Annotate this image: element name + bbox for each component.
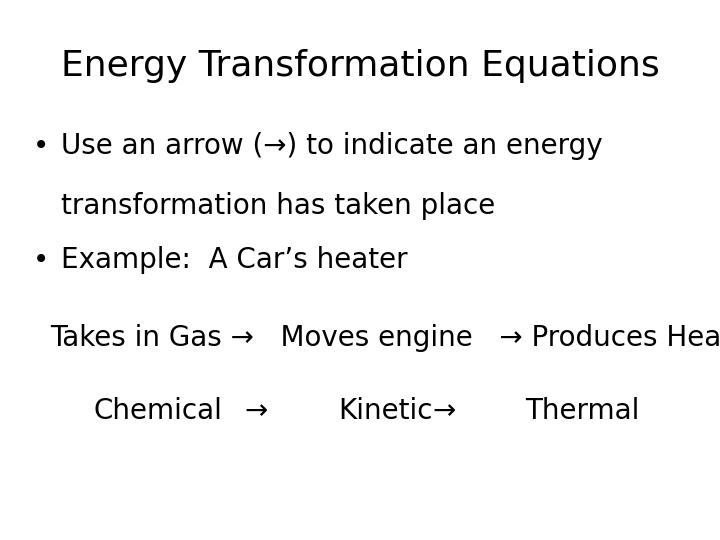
Text: Example:  A Car’s heater: Example: A Car’s heater bbox=[61, 246, 408, 274]
Text: Energy Transformation Equations: Energy Transformation Equations bbox=[60, 49, 660, 83]
Text: transformation has taken place: transformation has taken place bbox=[61, 192, 495, 220]
Text: Thermal: Thermal bbox=[526, 397, 640, 425]
Text: Kinetic: Kinetic bbox=[338, 397, 433, 425]
Text: →: → bbox=[432, 397, 455, 425]
Text: Takes in Gas →   Moves engine   → Produces Heat: Takes in Gas → Moves engine → Produces H… bbox=[50, 324, 720, 352]
Text: →: → bbox=[245, 397, 268, 425]
Text: •: • bbox=[32, 246, 49, 274]
Text: •: • bbox=[32, 132, 49, 160]
Text: Use an arrow (→) to indicate an energy: Use an arrow (→) to indicate an energy bbox=[61, 132, 603, 160]
Text: Chemical: Chemical bbox=[94, 397, 222, 425]
